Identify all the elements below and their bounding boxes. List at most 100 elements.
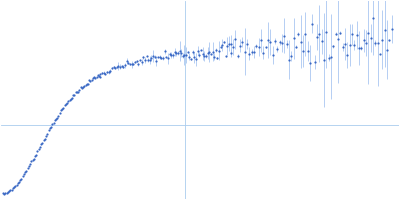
Point — [115, 65, 122, 68]
Point — [173, 51, 180, 55]
Point — [244, 43, 250, 46]
Point — [326, 56, 332, 59]
Point — [38, 142, 44, 145]
Point — [253, 44, 260, 47]
Point — [90, 76, 96, 79]
Point — [49, 123, 56, 126]
Point — [260, 51, 266, 54]
Point — [76, 88, 82, 91]
Point — [200, 52, 206, 55]
Point — [17, 178, 24, 182]
Point — [181, 53, 188, 56]
Point — [63, 103, 69, 106]
Point — [208, 52, 214, 56]
Point — [0, 192, 6, 195]
Point — [143, 54, 150, 57]
Point — [24, 166, 31, 169]
Point — [358, 47, 364, 50]
Point — [166, 52, 173, 55]
Point — [276, 41, 283, 44]
Point — [346, 44, 353, 47]
Point — [85, 82, 91, 85]
Point — [382, 29, 388, 32]
Point — [242, 50, 248, 53]
Point — [155, 55, 161, 59]
Point — [237, 44, 243, 47]
Point — [328, 55, 334, 58]
Point — [204, 51, 211, 55]
Point — [175, 52, 181, 55]
Point — [165, 57, 171, 60]
Point — [158, 56, 164, 60]
Point — [368, 36, 374, 40]
Point — [82, 84, 89, 87]
Point — [137, 58, 143, 62]
Point — [72, 91, 79, 94]
Point — [138, 60, 145, 64]
Point — [58, 108, 64, 111]
Point — [74, 91, 80, 94]
Point — [86, 79, 92, 82]
Point — [102, 72, 108, 75]
Point — [28, 160, 34, 163]
Point — [251, 50, 257, 54]
Point — [34, 149, 41, 152]
Point — [79, 86, 85, 89]
Point — [71, 93, 78, 96]
Point — [94, 75, 100, 78]
Point — [183, 54, 189, 57]
Point — [201, 54, 208, 57]
Point — [48, 125, 54, 129]
Point — [96, 74, 102, 77]
Point — [379, 38, 386, 41]
Point — [69, 97, 75, 100]
Point — [45, 129, 52, 132]
Point — [286, 58, 292, 61]
Point — [135, 63, 142, 66]
Point — [127, 63, 133, 66]
Point — [118, 65, 125, 68]
Point — [40, 138, 47, 141]
Point — [163, 56, 170, 59]
Point — [230, 45, 236, 48]
Point — [206, 50, 212, 54]
Point — [6, 190, 12, 193]
Point — [213, 49, 219, 52]
Point — [335, 37, 341, 40]
Point — [44, 132, 50, 136]
Point — [140, 56, 146, 59]
Point — [284, 42, 290, 46]
Point — [222, 55, 229, 58]
Point — [374, 41, 381, 45]
Point — [270, 54, 276, 57]
Point — [360, 39, 367, 42]
Point — [47, 126, 53, 129]
Point — [354, 34, 360, 37]
Point — [226, 42, 232, 45]
Point — [340, 45, 346, 48]
Point — [60, 107, 66, 110]
Point — [31, 157, 37, 160]
Point — [262, 46, 269, 49]
Point — [209, 50, 216, 53]
Point — [128, 62, 135, 66]
Point — [22, 171, 28, 174]
Point — [312, 60, 318, 63]
Point — [156, 55, 163, 59]
Point — [377, 52, 383, 56]
Point — [214, 56, 221, 59]
Point — [20, 174, 26, 178]
Point — [134, 59, 140, 63]
Point — [193, 58, 199, 61]
Point — [194, 49, 201, 52]
Point — [228, 52, 234, 55]
Point — [191, 56, 198, 59]
Point — [279, 41, 285, 45]
Point — [21, 173, 27, 176]
Point — [148, 56, 155, 59]
Point — [370, 16, 376, 19]
Point — [124, 59, 130, 62]
Point — [160, 57, 166, 60]
Point — [117, 65, 123, 68]
Point — [62, 103, 68, 106]
